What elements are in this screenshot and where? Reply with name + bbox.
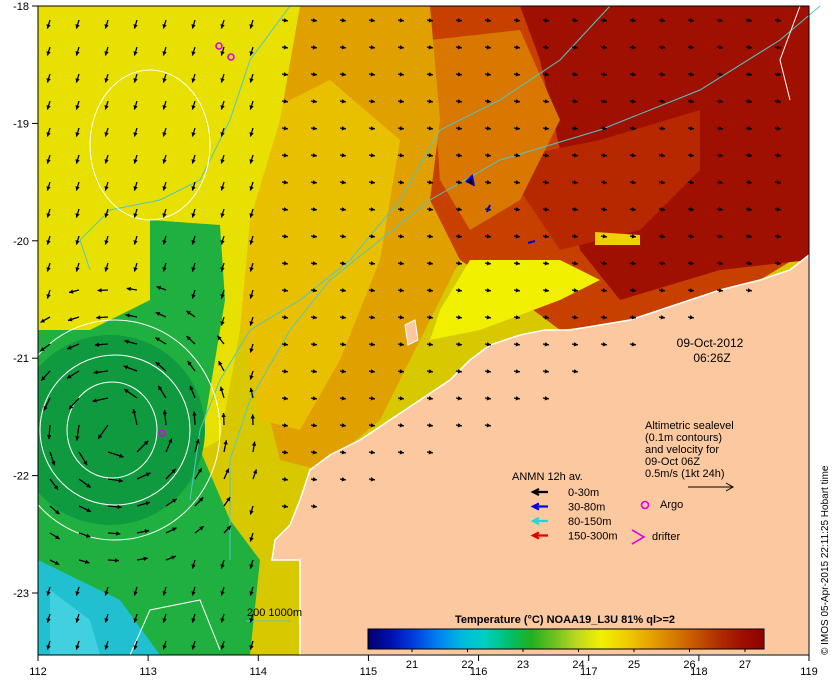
colorbar-tick-label: 27 [739, 659, 751, 671]
argo-marker [158, 429, 166, 437]
x-tick-label: 118 [690, 666, 708, 678]
anmn-legend: ANMN 12h av. 0-30m30-80m80-150m150-300m … [512, 471, 683, 545]
x-tick-label: 114 [250, 666, 268, 678]
altimetry-note-line: (0.1m contours) [645, 432, 722, 444]
mooring-30-80m [486, 204, 491, 213]
altimetry-note-line: Altimetric sealevel [645, 420, 734, 432]
x-axis: 112 113 114 115 116 117 118 119 [29, 655, 818, 678]
legend-arrow-icon [530, 502, 548, 511]
y-tick-label: -20 [13, 236, 29, 248]
colorbar-tick-label: 25 [628, 659, 640, 671]
colorbar-tick-label: 21 [406, 659, 418, 671]
legend-arrow-icon [530, 517, 548, 525]
bathymetry-label: 200 1000m [247, 607, 302, 619]
argo-legend-icon [640, 500, 650, 510]
colorbar-tick-label: 26 [683, 659, 695, 671]
island [404, 319, 419, 346]
colorbar-bar [367, 628, 765, 650]
argo-marker [227, 53, 235, 61]
x-tick-label: 117 [580, 666, 598, 678]
date-label: 09-Oct-2012 [677, 336, 744, 350]
drifter-legend-label: drifter [652, 531, 680, 543]
y-tick-label: -18 [13, 1, 29, 13]
mooring-markers [465, 173, 536, 244]
y-tick-label: -22 [13, 471, 29, 483]
x-tick-label: 116 [470, 666, 488, 678]
colorbar-title: Temperature (°C) NOAA19_L3U 81% ql>=2 [455, 614, 675, 626]
sealevel-contours [9, 5, 801, 656]
land-mass [271, 254, 809, 655]
x-tick-label: 115 [360, 666, 378, 678]
argo-markers [158, 42, 235, 437]
sst-field [38, 6, 809, 655]
altimetry-note: Altimetric sealevel (0.1m contours) and … [645, 420, 735, 492]
altimetry-note-line: 0.5m/s (1kt 24h) [645, 468, 724, 480]
legend-arrow-icon [530, 488, 548, 496]
x-tick-label: 119 [800, 666, 818, 678]
legend-title: ANMN 12h av. [512, 471, 583, 483]
legend-arrow-icon [530, 531, 548, 540]
colorbar-tick-label: 23 [517, 659, 529, 671]
time-label: 06:26Z [693, 351, 730, 365]
legend-item-label: 80-150m [568, 516, 611, 528]
legend-item-label: 150-300m [568, 531, 618, 543]
y-tick-label: -21 [13, 353, 29, 365]
colorbar: Temperature (°C) NOAA19_L3U 81% ql>=2 21… [367, 614, 765, 671]
legend-item-label: 0-30m [568, 487, 599, 499]
argo-marker [215, 42, 223, 50]
x-tick-label: 112 [29, 666, 47, 678]
mooring-30-80m [465, 173, 475, 187]
mooring-30-80m [527, 240, 536, 244]
y-tick-label: -19 [13, 118, 29, 130]
credit-text: © IMOS 05-Apr-2015 22:11:25 Hobart time [820, 465, 831, 655]
x-tick-label: 113 [139, 666, 157, 678]
colorbar-tick-label: 22 [461, 659, 473, 671]
scale-arrow [688, 482, 735, 492]
y-axis: -18 -19 -20 -21 -22 -23 [13, 1, 38, 600]
colorbar-tick-label: 24 [572, 659, 584, 671]
altimetry-note-line: and velocity for [645, 444, 719, 456]
legend-item-label: 30-80m [568, 502, 605, 514]
drifter-legend-icon [631, 529, 646, 545]
altimetry-note-line: 09-Oct 06Z [645, 456, 700, 468]
y-tick-label: -23 [13, 588, 29, 600]
bathymetry-contours [79, 5, 821, 622]
plot-frame [37, 5, 810, 656]
argo-legend-label: Argo [660, 499, 683, 511]
